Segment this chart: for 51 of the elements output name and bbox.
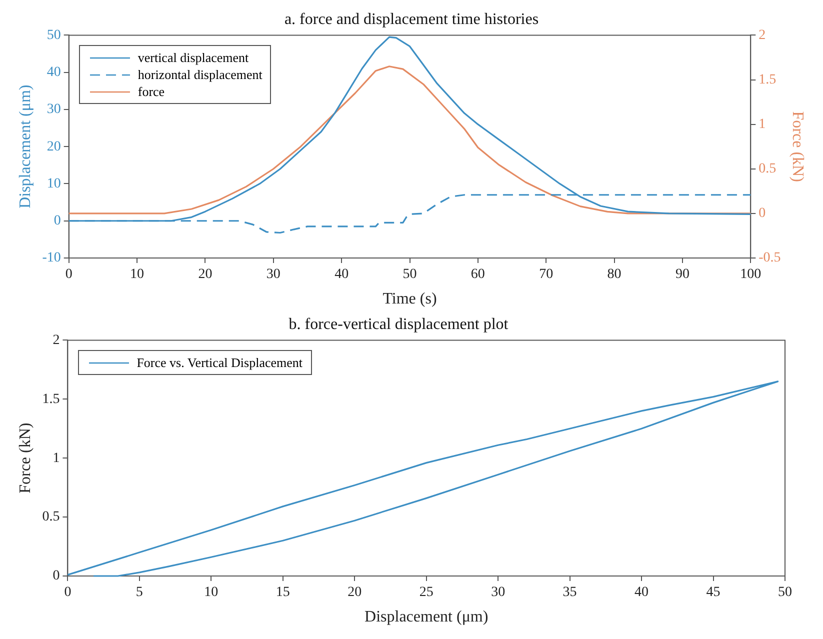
y-tick-label: 50: [46, 28, 61, 43]
y2-axis-title: Force (kN): [789, 111, 806, 182]
y2-tick-label: -0.5: [758, 250, 781, 266]
y-axis-title: Displacement (μm): [16, 84, 34, 208]
chart-title: a. force and displacement time histories: [284, 10, 539, 28]
x-tick-label: 25: [419, 585, 434, 600]
y2-tick-label: 1: [758, 116, 766, 132]
x-tick-label: 10: [130, 267, 144, 282]
x-tick-label: 50: [402, 267, 417, 282]
y-tick-label: 2: [52, 332, 60, 348]
x-tick-label: 80: [607, 267, 622, 282]
y-axis-title: Force (kN): [16, 422, 34, 494]
y2-tick-label: 0.5: [758, 162, 776, 177]
x-tick-label: 45: [706, 585, 720, 600]
x-tick-label: 40: [334, 267, 349, 282]
x-tick-label: 50: [778, 585, 792, 600]
x-tick-label: 90: [675, 267, 690, 282]
x-axis-title: Time (s): [382, 290, 437, 308]
x-tick-label: 30: [491, 585, 506, 600]
x-tick-label: 60: [470, 267, 485, 282]
y2-tick-label: 1.5: [758, 72, 776, 88]
y-tick-label: 0.5: [42, 510, 60, 525]
x-tick-label: 0: [65, 267, 72, 282]
x-axis-title: Displacement (μm): [364, 608, 488, 626]
legend-label: vertical displacement: [138, 49, 249, 66]
y-tick-label: 0: [54, 214, 61, 229]
x-tick-label: 5: [136, 585, 143, 600]
x-tick-label: 35: [562, 585, 577, 600]
y-tick-label: 10: [46, 176, 61, 192]
x-tick-label: 100: [740, 267, 762, 282]
y-tick-label: 40: [46, 65, 61, 80]
y2-tick-label: 0: [758, 206, 766, 222]
x-tick-label: 70: [539, 267, 554, 282]
legend-label: horizontal displacement: [138, 66, 262, 84]
x-tick-label: 10: [204, 585, 218, 600]
y-tick-label: 1.5: [42, 392, 60, 407]
y-tick-label: 20: [46, 139, 61, 154]
legend-label: Force vs. Vertical Displacement: [136, 354, 303, 372]
x-tick-label: 40: [634, 585, 649, 600]
y-tick-label: 30: [46, 102, 61, 118]
x-tick-label: 15: [276, 585, 290, 600]
legend-label: force: [138, 83, 165, 100]
y-tick-label: 1: [52, 450, 60, 466]
chart-title: b. force-vertical displacement plot: [288, 316, 509, 333]
x-tick-label: 0: [64, 585, 72, 600]
x-tick-label: 30: [266, 267, 280, 282]
x-tick-label: 20: [348, 585, 362, 600]
y-tick-label: 0: [52, 568, 60, 584]
y2-tick-label: 2: [758, 28, 766, 43]
x-tick-label: 20: [198, 267, 212, 282]
y-tick-label: -10: [42, 250, 61, 266]
